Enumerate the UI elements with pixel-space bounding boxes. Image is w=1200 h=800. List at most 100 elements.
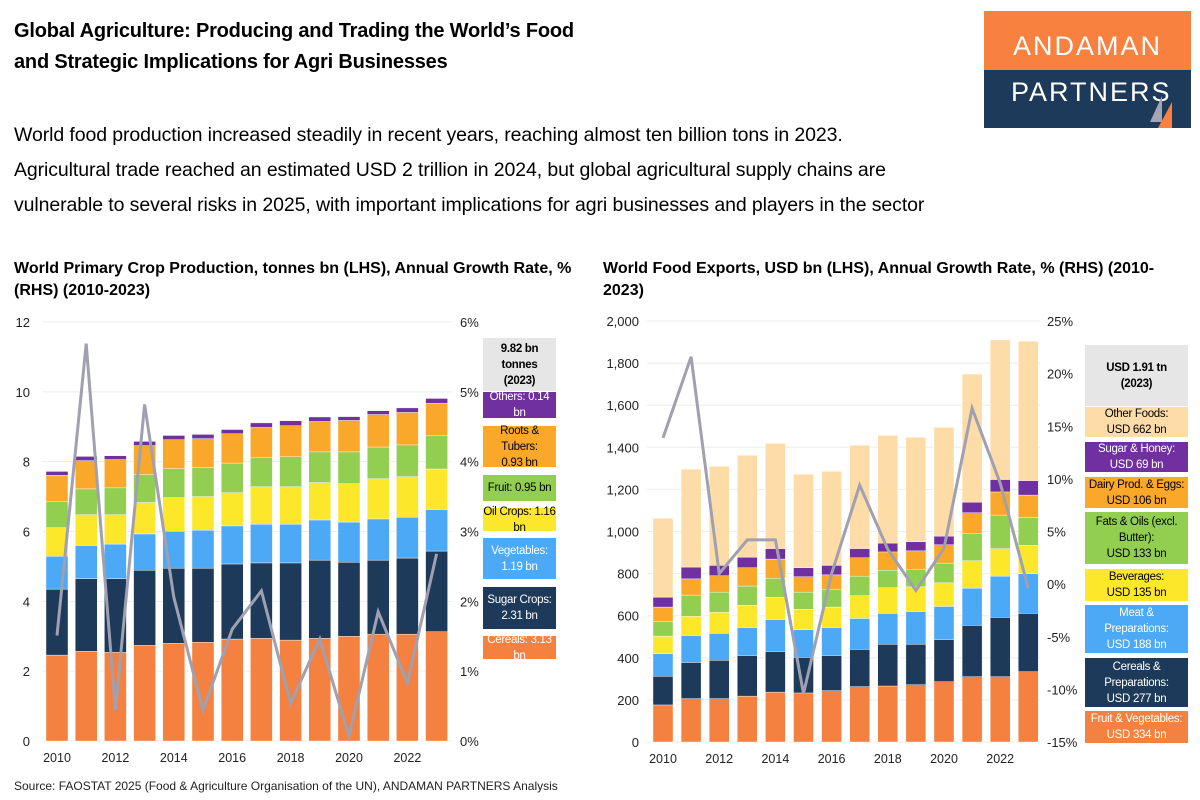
bar-cereals-preparations-2019 bbox=[905, 644, 927, 685]
bar-beverages-2022 bbox=[990, 548, 1011, 577]
legend-item-meat-preparations: Meat & Preparations: USD 188 bn bbox=[1085, 605, 1188, 653]
legend-item-fruit: Fruit: 0.95 bn bbox=[483, 475, 556, 501]
y2-tick-label: 1% bbox=[460, 664, 479, 679]
bar-oil-crops-2011 bbox=[74, 514, 98, 546]
x-tick-label: 2020 bbox=[335, 751, 363, 765]
bar-sugar-honey-2010 bbox=[652, 596, 674, 608]
y2-tick-label: 0% bbox=[1047, 577, 1066, 592]
bar-others-2018 bbox=[279, 420, 302, 426]
bar-cereals-preparations-2017 bbox=[849, 649, 870, 687]
bar-others-2017 bbox=[250, 422, 273, 428]
bar-meat-preparations-2013 bbox=[737, 627, 758, 656]
bar-meat-preparations-2018 bbox=[877, 613, 898, 645]
bar-other-foods-2023 bbox=[1018, 341, 1039, 481]
y-tick-label: 2,000 bbox=[606, 314, 639, 329]
bar-fruit-2017 bbox=[250, 457, 273, 488]
y2-tick-label: 5% bbox=[1047, 525, 1066, 540]
bar-fruit-2019 bbox=[308, 451, 331, 483]
bar-other-foods-2019 bbox=[905, 436, 927, 543]
bar-cereals-2014 bbox=[162, 643, 186, 742]
bar-fruit-2021 bbox=[367, 446, 390, 479]
bar-roots-tubers-2022 bbox=[396, 412, 419, 446]
bar-roots-tubers-2011 bbox=[74, 460, 98, 490]
bar-roots-tubers-2015 bbox=[191, 438, 215, 468]
bar-roots-tubers-2017 bbox=[250, 427, 273, 459]
bar-cereals-2023 bbox=[425, 631, 448, 742]
y2-tick-label: 3% bbox=[460, 525, 479, 540]
bar-others-2021 bbox=[367, 410, 390, 415]
bar-vegetables-2018 bbox=[279, 523, 302, 564]
y-tick-label: 1,800 bbox=[606, 356, 639, 371]
bar-others-2015 bbox=[191, 434, 215, 439]
bar-sugar-crops-2011 bbox=[74, 578, 98, 652]
bar-sugar-crops-2020 bbox=[337, 562, 361, 637]
bar-cereals-preparations-2022 bbox=[990, 617, 1011, 677]
x-tick-label: 2010 bbox=[43, 751, 71, 765]
y2-tick-label: -15% bbox=[1047, 735, 1078, 750]
bar-other-foods-2011 bbox=[680, 468, 702, 568]
legend-item-roots-tubers: Roots & Tubers: 0.93 bn bbox=[483, 425, 556, 469]
y-tick-label: 2 bbox=[23, 664, 30, 679]
bar-vegetables-2021 bbox=[367, 518, 390, 561]
bar-fats-oils-excl-butter--2022 bbox=[990, 514, 1011, 549]
bar-dairy-prod-eggs-2015 bbox=[793, 576, 814, 593]
bar-fruit-2011 bbox=[74, 488, 98, 515]
bar-beverages-2010 bbox=[652, 635, 674, 655]
legend-item-fruit-vegetables: Fruit & Vegetables: USD 334 bn bbox=[1085, 711, 1188, 743]
bar-oil-crops-2014 bbox=[162, 497, 186, 532]
bar-cereals-2020 bbox=[337, 636, 361, 742]
y-tick-label: 1,400 bbox=[606, 440, 639, 455]
bar-sugar-honey-2011 bbox=[680, 566, 702, 580]
x-tick-label: 2012 bbox=[705, 752, 733, 766]
bar-cereals-2017 bbox=[250, 638, 273, 742]
bar-sugar-crops-2015 bbox=[191, 567, 215, 643]
bar-other-foods-2016 bbox=[821, 471, 842, 566]
x-tick-label: 2022 bbox=[986, 752, 1014, 766]
bar-meat-preparations-2020 bbox=[933, 606, 955, 640]
bar-fruit-vegetables-2010 bbox=[652, 704, 674, 743]
chart-title-crop-production: World Primary Crop Production, tonnes bn… bbox=[14, 260, 572, 299]
y-tick-label: 0 bbox=[632, 735, 639, 750]
y2-tick-label: -10% bbox=[1047, 682, 1078, 697]
bar-dairy-prod-eggs-2019 bbox=[905, 550, 927, 570]
y2-tick-label: -5% bbox=[1047, 630, 1071, 645]
legend-item-dairy-prod-eggs: Dairy Prod. & Eggs: USD 106 bn bbox=[1085, 477, 1188, 508]
bar-roots-tubers-2018 bbox=[279, 425, 302, 457]
bar-vegetables-2019 bbox=[308, 519, 331, 561]
source-note: Source: FAOSTAT 2025 (Food & Agriculture… bbox=[14, 779, 558, 793]
bar-sugar-honey-2014 bbox=[765, 548, 786, 560]
bar-beverages-2020 bbox=[933, 582, 955, 607]
bar-oil-crops-2013 bbox=[133, 502, 156, 535]
bar-roots-tubers-2016 bbox=[220, 433, 244, 464]
bar-meat-preparations-2010 bbox=[652, 653, 674, 677]
y-tick-label: 200 bbox=[617, 693, 639, 708]
bar-beverages-2011 bbox=[680, 616, 702, 636]
bar-dairy-prod-eggs-2013 bbox=[737, 567, 758, 587]
y2-tick-label: 15% bbox=[1047, 419, 1073, 434]
bar-other-foods-2014 bbox=[765, 443, 786, 549]
bar-meat-preparations-2016 bbox=[821, 627, 842, 656]
legend-item-fats-oils-excl-butter-: Fats & Oils (excl. Butter): USD 133 bn bbox=[1085, 512, 1188, 564]
bar-vegetables-2022 bbox=[396, 516, 419, 559]
y2-tick-label: 4% bbox=[460, 455, 479, 470]
subtitle-line-3: vulnerable to several risks in 2025, wit… bbox=[14, 194, 925, 216]
y2-tick-label: 2% bbox=[460, 594, 479, 609]
bar-dairy-prod-eggs-2023 bbox=[1018, 494, 1039, 518]
bar-oil-crops-2018 bbox=[279, 486, 302, 525]
y-tick-label: 1,600 bbox=[606, 398, 639, 413]
bar-meat-preparations-2022 bbox=[990, 575, 1011, 618]
bar-fats-oils-excl-butter--2015 bbox=[793, 591, 814, 610]
bar-cereals-2011 bbox=[74, 651, 98, 742]
bar-sugar-crops-2022 bbox=[396, 557, 419, 635]
bar-vegetables-2023 bbox=[425, 509, 448, 552]
bar-fruit-2023 bbox=[425, 435, 448, 470]
legend-item-other-foods: Other Foods: USD 662 bn bbox=[1085, 407, 1188, 437]
bar-other-foods-2020 bbox=[933, 427, 955, 537]
bar-oil-crops-2023 bbox=[425, 468, 448, 510]
legend-item-cereals: Cereals: 3.13 bn bbox=[483, 634, 556, 662]
bar-other-foods-2015 bbox=[793, 474, 814, 568]
bar-sugar-honey-2015 bbox=[793, 567, 814, 577]
legend-item-sugar-honey: Sugar & Honey: USD 69 bn bbox=[1085, 442, 1188, 472]
bar-dairy-prod-eggs-2010 bbox=[652, 606, 674, 622]
bar-roots-tubers-2023 bbox=[425, 403, 448, 437]
